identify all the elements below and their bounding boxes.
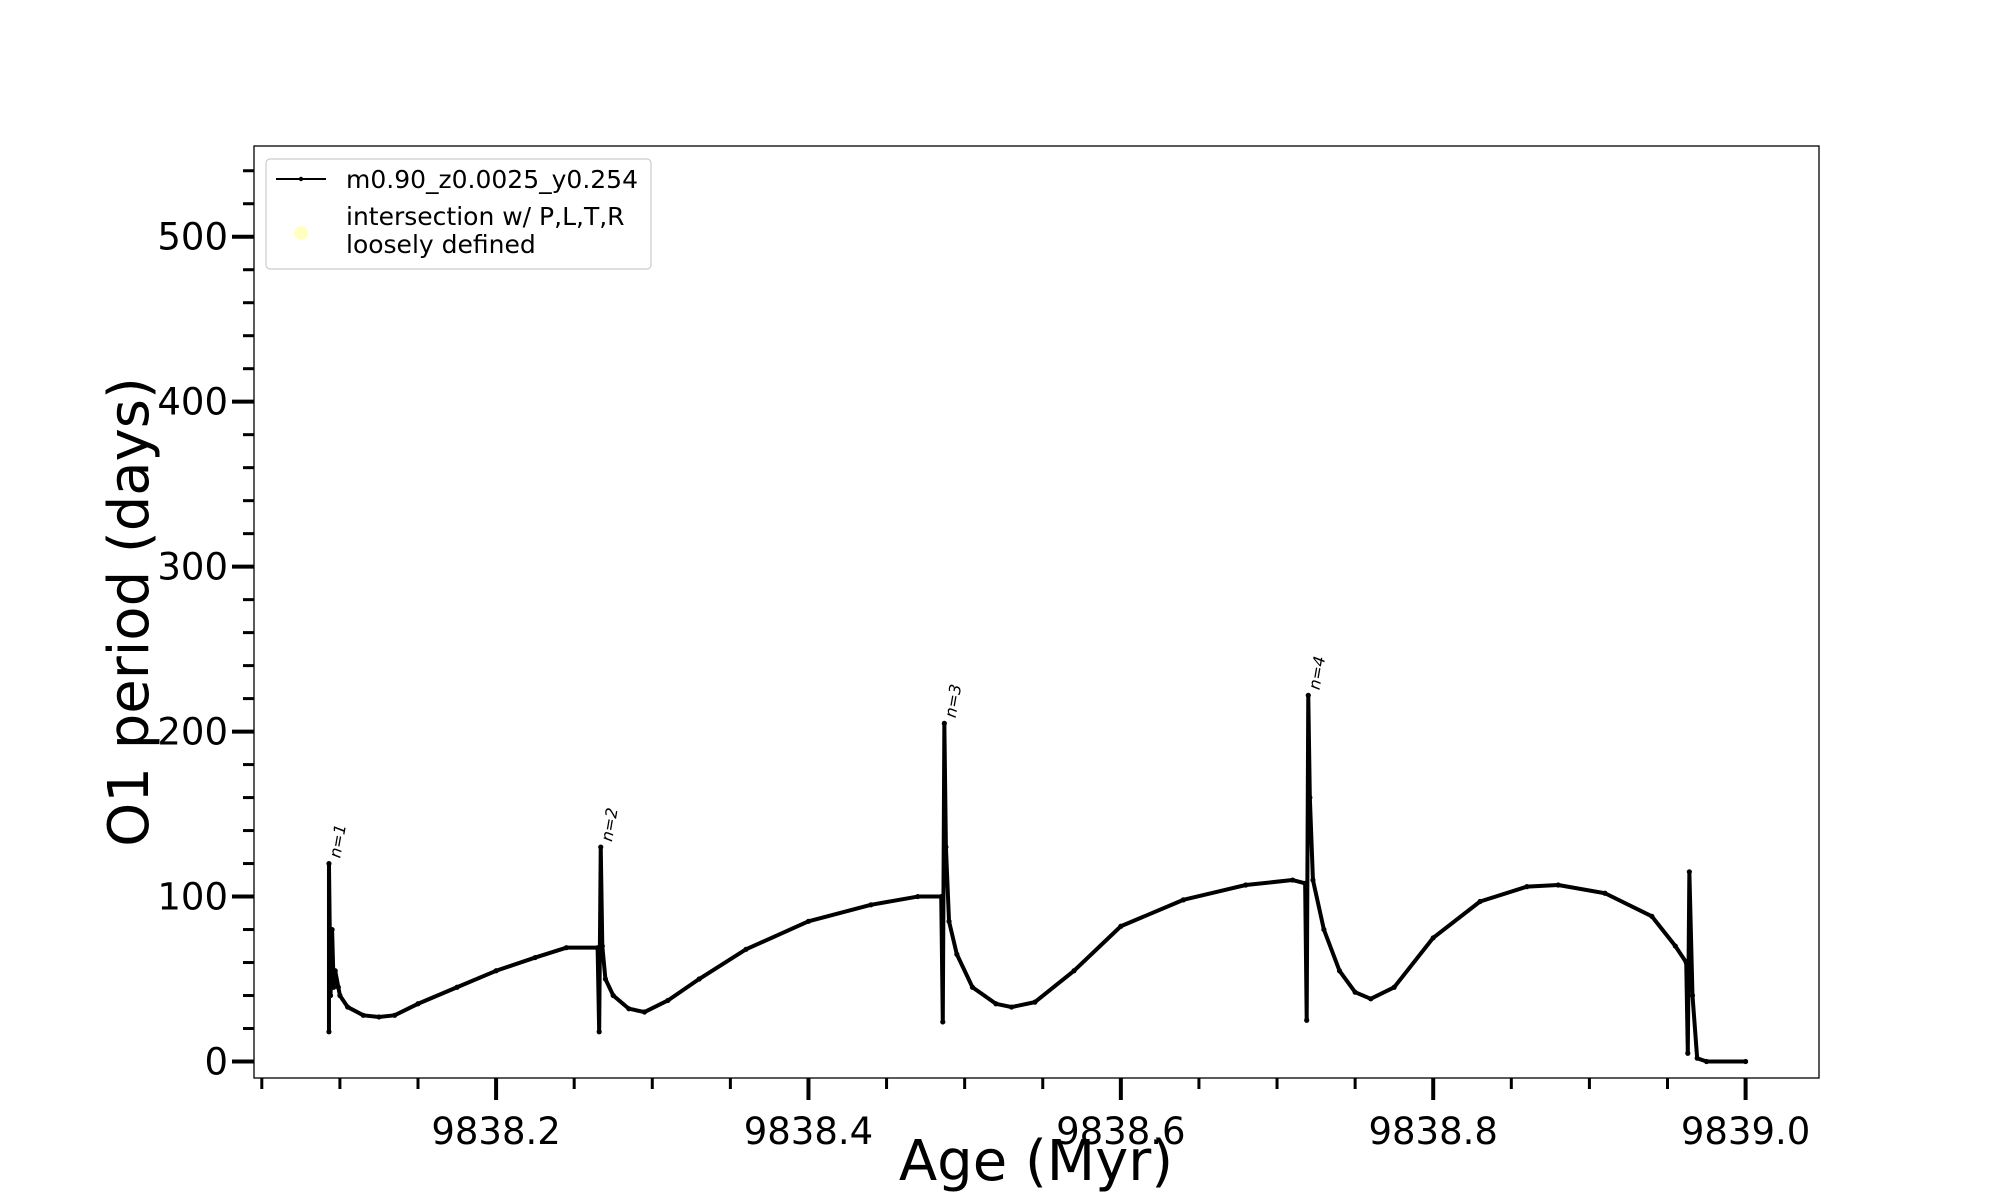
data-point	[337, 992, 343, 999]
data-point	[345, 1004, 351, 1010]
data-point	[1118, 923, 1124, 929]
data-point	[1703, 1058, 1710, 1065]
y-tick-label: 0	[204, 1041, 228, 1084]
x-axis-tick-labels: 9838.2 9838.4 9838.6 9838.8 9839.0	[431, 1110, 1810, 1153]
data-point	[454, 984, 460, 990]
y-tick-label: 400	[157, 381, 228, 424]
data-point	[1305, 692, 1311, 698]
data-point	[954, 951, 960, 957]
x-tick-label: 9839.0	[1681, 1110, 1810, 1153]
data-point	[1689, 992, 1696, 999]
data-point	[1368, 996, 1374, 1002]
legend-label-line: intersection w/ P,L,T,R	[346, 202, 625, 231]
y-axis-title: O1 period (days)	[97, 377, 162, 847]
legend: m0.90_z0.0025_y0.254 intersection w/ P,L…	[265, 158, 652, 270]
x-tick-label: 9838.8	[1368, 1110, 1497, 1153]
data-point	[335, 984, 341, 990]
data-point	[1524, 884, 1530, 890]
data-point	[1602, 890, 1608, 896]
data-point	[1672, 943, 1678, 949]
y-axis-tick-labels: 0 100 200 300 400 500	[157, 216, 228, 1084]
data-point	[641, 1009, 648, 1015]
legend-circle-swatch	[294, 226, 308, 240]
data-point	[1742, 1058, 1749, 1065]
data-point	[532, 954, 538, 961]
data-point	[326, 1029, 332, 1035]
y-tick-label: 100	[157, 876, 228, 919]
data-point	[327, 992, 334, 999]
data-point	[940, 1019, 946, 1025]
data-point	[993, 1001, 999, 1007]
legend-line-marker	[298, 176, 304, 182]
series-line	[326, 693, 1748, 1064]
data-point	[1310, 877, 1316, 883]
data-point	[1391, 984, 1397, 990]
data-point	[665, 997, 671, 1004]
data-point	[360, 1012, 366, 1018]
data-point	[596, 1029, 602, 1035]
data-point	[1685, 1050, 1691, 1056]
data-point	[1008, 1004, 1015, 1010]
x-axis-title: Age (Myr)	[899, 1129, 1173, 1194]
data-point	[1555, 882, 1561, 888]
x-tick-label: 9838.6	[1056, 1110, 1185, 1153]
y-tick-label: 500	[157, 216, 228, 259]
data-point	[1321, 926, 1327, 933]
data-point	[1307, 794, 1313, 801]
legend-label-series: m0.90_z0.0025_y0.254	[346, 165, 638, 194]
x-tick-label: 9838.2	[431, 1110, 560, 1153]
y-tick-label: 300	[157, 546, 228, 589]
data-point	[1032, 999, 1038, 1005]
data-point	[598, 844, 604, 850]
data-point	[805, 918, 812, 924]
data-point	[943, 844, 949, 850]
x-axis-ticks	[260, 1078, 1748, 1100]
data-point	[610, 992, 616, 999]
data-point	[599, 943, 605, 949]
data-point	[1336, 968, 1343, 974]
data-point	[938, 893, 944, 900]
data-point	[602, 976, 609, 982]
data-point	[626, 1006, 632, 1012]
data-point	[696, 976, 702, 982]
data-point	[743, 946, 749, 952]
legend-box	[265, 158, 652, 270]
data-point	[415, 1001, 421, 1007]
data-point	[1694, 1055, 1700, 1061]
data-point	[376, 1014, 382, 1020]
data-point	[595, 945, 601, 951]
data-point	[915, 893, 921, 900]
legend-label-intersection: intersection w/ P,L,T,R loosely defined	[346, 202, 625, 259]
data-point	[1304, 1017, 1310, 1023]
data-point	[946, 918, 952, 924]
legend-label-line: loosely defined	[346, 230, 536, 259]
data-point	[1352, 989, 1358, 995]
data-point	[493, 968, 499, 974]
data-point	[332, 968, 338, 974]
plot-area-frame	[253, 145, 1820, 1079]
y-tick-label: 200	[157, 711, 228, 754]
data-point	[1649, 913, 1655, 919]
data-point	[941, 720, 947, 726]
data-point	[1477, 898, 1483, 905]
data-point	[1243, 882, 1249, 888]
data-point	[969, 984, 976, 990]
data-point	[1180, 897, 1186, 903]
data-point	[1302, 880, 1308, 886]
data-point	[391, 1012, 398, 1018]
data-point	[1683, 959, 1689, 966]
x-tick-label: 9838.4	[744, 1110, 873, 1153]
series-layer	[326, 692, 1749, 1065]
data-point	[329, 926, 335, 933]
data-point	[868, 902, 874, 908]
data-point	[1430, 935, 1436, 941]
data-point	[1290, 877, 1296, 883]
data-point	[563, 945, 569, 951]
data-point	[326, 860, 332, 867]
y-axis-ticks	[232, 169, 254, 1064]
data-point	[1686, 869, 1692, 875]
data-point	[331, 984, 337, 990]
data-point	[1071, 968, 1077, 974]
